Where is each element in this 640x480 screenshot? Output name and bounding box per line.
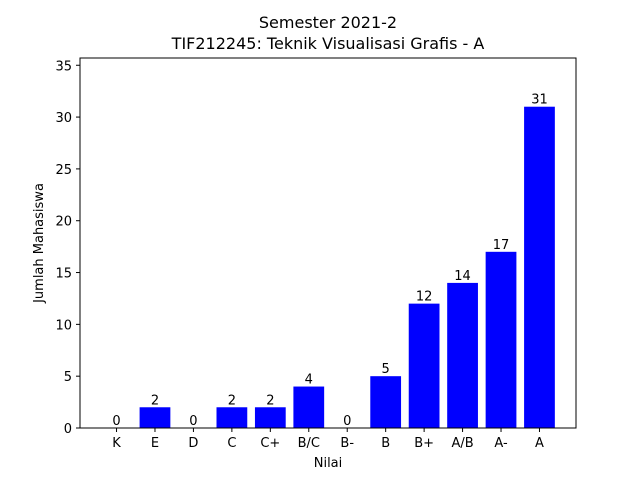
chart-title-line2: TIF212245: Teknik Visualisasi Grafis - A (171, 34, 485, 53)
x-tick-label: C+ (260, 436, 280, 451)
data-label: 5 (382, 362, 390, 377)
x-tick-label: B- (340, 436, 354, 451)
data-label: 2 (228, 393, 236, 408)
y-tick-label: 10 (55, 318, 72, 333)
chart-title-line1: Semester 2021-2 (259, 13, 397, 32)
x-tick-label: B+ (414, 436, 434, 451)
data-label: 12 (416, 290, 433, 305)
y-tick-label: 0 (64, 422, 72, 437)
x-tick-label: D (188, 436, 198, 451)
bar (524, 106, 555, 429)
bar (485, 251, 517, 428)
bar (254, 407, 286, 428)
data-label: 0 (343, 414, 351, 429)
data-label: 0 (112, 414, 120, 429)
bar (216, 407, 248, 428)
x-tick-label: A (535, 436, 544, 451)
data-label: 0 (189, 414, 197, 429)
y-tick-label: 35 (55, 59, 72, 74)
x-tick-label: B/C (298, 436, 320, 451)
data-label: 4 (305, 373, 313, 388)
bar (293, 386, 325, 428)
data-label: 2 (151, 393, 159, 408)
y-tick-label: 15 (55, 267, 72, 282)
x-tick-label: A/B (451, 436, 473, 451)
x-tick-label: K (112, 436, 121, 451)
bar (408, 303, 440, 428)
bar (139, 407, 171, 428)
y-axis-label: Jumlah Mahasiswa (32, 183, 47, 304)
plot-area: 0 2 0 2 2 4 0 5 12 14 17 31 (112, 93, 555, 429)
bar (447, 282, 478, 428)
data-label: 17 (493, 238, 510, 253)
y-tick-label: 20 (55, 215, 72, 230)
x-tick-label: E (151, 436, 159, 451)
data-label: 31 (531, 93, 548, 108)
data-label: 14 (454, 269, 471, 284)
y-tick-label: 25 (55, 163, 72, 178)
x-tick-label: B (381, 436, 390, 451)
x-tick-label: C (227, 436, 236, 451)
plot-frame (79, 57, 577, 429)
x-axis-label: Nilai (314, 456, 343, 471)
bar (370, 376, 402, 428)
y-tick-label: 30 (55, 111, 72, 126)
x-tick-label: A- (494, 436, 508, 451)
y-tick-label: 5 (64, 370, 72, 385)
data-label: 2 (266, 393, 274, 408)
